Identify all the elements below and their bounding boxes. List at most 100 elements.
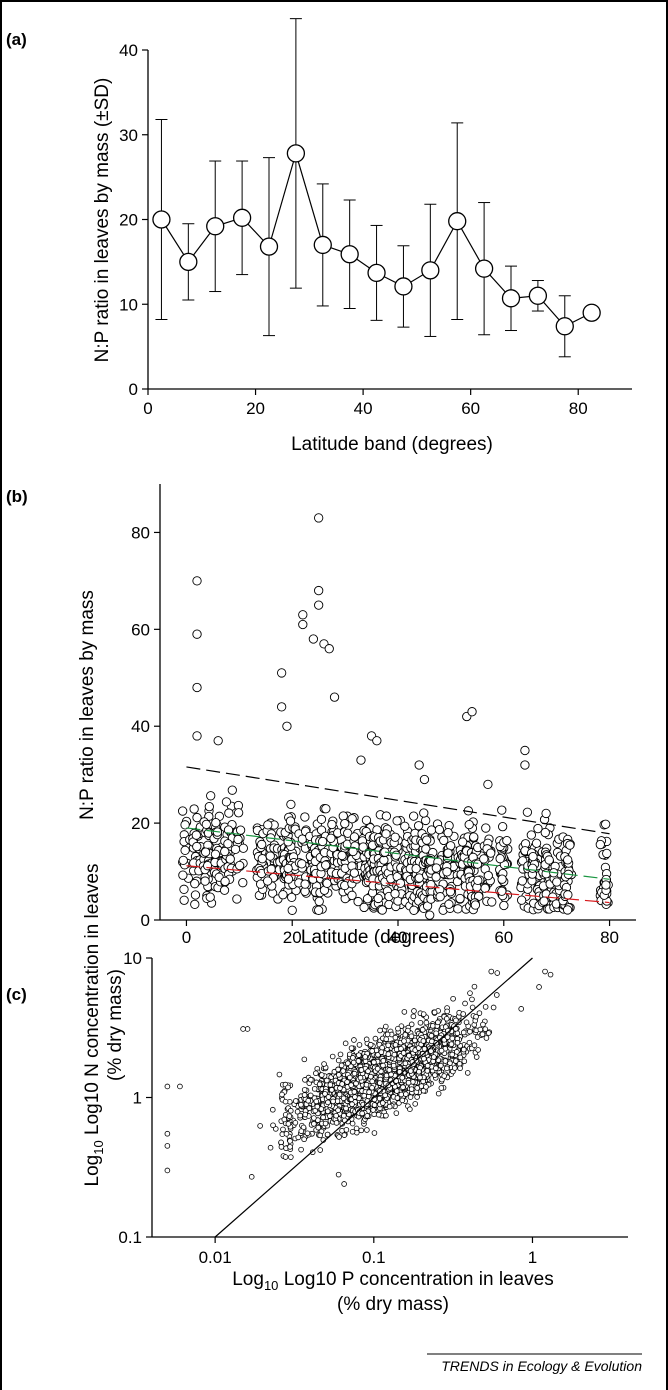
panel-c-data-point bbox=[342, 1040, 349, 1047]
panel-c-data-point bbox=[385, 1051, 392, 1057]
panel-c-data-point bbox=[423, 1084, 429, 1090]
panel-b-regression-line-upper bbox=[186, 766, 610, 835]
panel-c-data-point bbox=[366, 1089, 372, 1095]
panel-a-x-tick-label: 20 bbox=[246, 399, 265, 418]
panel-c-data-point bbox=[316, 1081, 323, 1088]
panel-label-a: (a) bbox=[6, 30, 27, 49]
panel-b-data-point bbox=[539, 896, 549, 906]
panel-b-data-point bbox=[455, 893, 465, 904]
panel-c-data-point bbox=[371, 1059, 377, 1066]
panel-b-data-point bbox=[177, 806, 188, 816]
panel-c-data-point bbox=[343, 1127, 350, 1133]
panel-c-data-point bbox=[376, 1095, 383, 1102]
panel-c-data-point bbox=[358, 1127, 365, 1134]
panel-b-data-point bbox=[276, 668, 287, 678]
panel-b-data-point bbox=[453, 904, 463, 914]
panel-c-data-point bbox=[294, 1108, 301, 1115]
panel-c-data-point bbox=[367, 1041, 374, 1048]
panel-c-data-point bbox=[276, 1071, 283, 1078]
panel-c-data-point bbox=[287, 1144, 293, 1150]
panel-c-data-point bbox=[452, 1026, 459, 1032]
panel-b-data-point bbox=[263, 820, 273, 830]
panel-b-data-point bbox=[192, 629, 202, 639]
panel-c-data-point bbox=[417, 1074, 423, 1081]
panel-c-data-point bbox=[405, 1079, 412, 1086]
panel-c-data-point bbox=[356, 1052, 362, 1058]
panel-b-data-point bbox=[278, 890, 288, 900]
panel-c-data-point bbox=[412, 1037, 418, 1044]
panel-c-data-point bbox=[358, 1067, 365, 1073]
panel-b-data-point bbox=[527, 863, 538, 873]
panel-b-data-point bbox=[381, 829, 391, 839]
panel-c-data-point bbox=[337, 1051, 344, 1058]
panel-b-data-point bbox=[337, 850, 347, 861]
panel-a-data-point bbox=[286, 144, 306, 163]
panel-c-data-point bbox=[384, 1031, 391, 1038]
panel-c-data-point bbox=[375, 1111, 382, 1118]
panel-b-data-point bbox=[321, 860, 331, 870]
panel-b-y-tick-label: 60 bbox=[131, 620, 150, 639]
panel-c-data-point bbox=[433, 1030, 439, 1037]
panel-c-data-point bbox=[325, 1094, 332, 1100]
panel-c-data-point bbox=[279, 1091, 285, 1098]
panel-c-data-point bbox=[278, 1144, 285, 1150]
panel-c-data-point bbox=[466, 1039, 473, 1046]
panel-c-data-point bbox=[269, 1106, 276, 1113]
panel-b-data-point bbox=[434, 824, 445, 835]
panel-c-data-point bbox=[348, 1045, 355, 1051]
panel-b-data-point bbox=[206, 791, 216, 801]
panel-c-data-point bbox=[398, 1046, 404, 1052]
panel-c-data-point bbox=[369, 1048, 375, 1054]
panel-c-data-point bbox=[307, 1092, 314, 1099]
panel-b-data-point bbox=[443, 828, 453, 838]
panel-b-data-point bbox=[285, 816, 296, 826]
panel-c-data-point bbox=[421, 1046, 428, 1052]
panel-b-data-point bbox=[353, 896, 363, 907]
panel-b-data-point bbox=[419, 774, 430, 785]
panel-b-data-point bbox=[400, 821, 410, 831]
panel-b-y-tick-label: 0 bbox=[141, 911, 150, 930]
panel-c-data-point bbox=[378, 1049, 385, 1055]
panel-c-data-point bbox=[485, 1030, 492, 1036]
panel-c-x-tick-label: 0.1 bbox=[362, 1248, 386, 1267]
panel-b-axes: 0 20 40 60 80 0 20 40 60 80 bbox=[131, 484, 636, 947]
panel-b-data-point bbox=[414, 760, 424, 770]
panel-b-data-point bbox=[442, 867, 452, 877]
panel-c-data-point bbox=[452, 1058, 459, 1064]
panel-c-data-point bbox=[377, 1088, 383, 1094]
panel-a-y-tick-label: 30 bbox=[119, 126, 138, 145]
panel-b-data-point bbox=[314, 896, 324, 907]
panel-b-data-point bbox=[340, 818, 350, 829]
panel-b-data-point bbox=[411, 863, 421, 874]
panel-b-regression-line-median bbox=[186, 827, 610, 880]
panel-b-data-point bbox=[227, 785, 237, 795]
panel-c-data-point bbox=[352, 1094, 358, 1100]
panel-a-data-point bbox=[448, 212, 467, 231]
panel-c-data-point bbox=[460, 1029, 467, 1036]
panel-a-data-point bbox=[501, 289, 521, 308]
panel-c-data-point bbox=[402, 1032, 409, 1038]
panel-b-data-point bbox=[531, 838, 542, 848]
panel-c-data-point bbox=[287, 1107, 294, 1114]
panel-c-data-point bbox=[421, 1055, 427, 1062]
panel-b-data-point bbox=[283, 863, 293, 873]
panel-c-data-point bbox=[301, 1056, 308, 1063]
panel-b-data-point bbox=[179, 895, 189, 905]
panel-b-data-point bbox=[392, 816, 402, 826]
source-credit: TRENDS in Ecology & Evolution bbox=[441, 1358, 642, 1374]
panel-c-data-point bbox=[341, 1112, 347, 1119]
panel-c-data-point bbox=[177, 1083, 183, 1090]
panel-c-axes: 0.1 1 10 0.01 0.1 1 bbox=[118, 949, 628, 1267]
panel-c-data-point bbox=[356, 1042, 363, 1048]
panel-c-data-point bbox=[460, 1011, 466, 1017]
panel-c-data-point bbox=[363, 1081, 370, 1088]
panel-b-data-point bbox=[390, 832, 400, 842]
panel-c-data-point bbox=[412, 1101, 418, 1107]
panel-b-data-point bbox=[495, 854, 505, 864]
panel-c-data-point bbox=[328, 1087, 335, 1093]
panel-b-data-point bbox=[481, 823, 491, 833]
panel-c-data-point bbox=[390, 1062, 397, 1069]
panel-b-data-point bbox=[283, 874, 294, 884]
panel-b-data-point bbox=[235, 825, 246, 835]
panel-c-data-point bbox=[494, 970, 501, 976]
